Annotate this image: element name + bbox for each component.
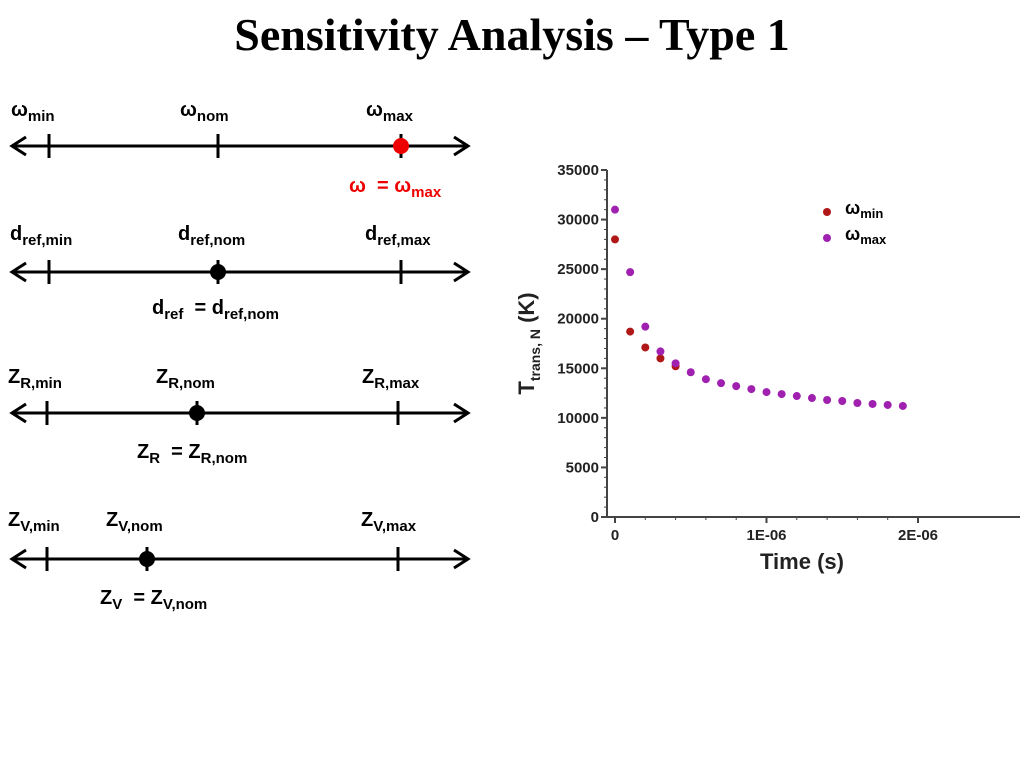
- dref-label-nom: dref,nom: [178, 223, 246, 249]
- dref-left-arrow: [9, 261, 27, 283]
- dref-label-min: dref,min: [10, 223, 73, 249]
- series-max-point: [823, 396, 832, 405]
- series-max-point: [701, 375, 710, 384]
- series-max-point: [777, 390, 786, 399]
- zv-selected-point: [139, 551, 155, 567]
- zv-label-max: ZV,max: [361, 509, 417, 535]
- zr-equation: ZR = ZR,nom: [137, 441, 248, 467]
- chart-canvas: 0 5000 10000 15000 20000 25000 30000 35000 0 1E-0…: [514, 162, 1020, 574]
- series-max-point: [853, 398, 862, 407]
- zr-label-max: ZR,max: [362, 366, 420, 392]
- series-max-point: [671, 359, 680, 368]
- x-tick-label: 2E-06: [898, 527, 938, 544]
- x-axis-title: Time (s): [760, 549, 844, 574]
- zr-right-arrow: [453, 402, 471, 424]
- series-max-point: [868, 399, 877, 408]
- series-max-point: [626, 268, 635, 277]
- zr-left-arrow: [9, 402, 27, 424]
- dref-selected-point: [210, 264, 226, 280]
- series-max-point: [732, 382, 741, 391]
- zv-label-nom: ZV,nom: [106, 509, 163, 535]
- series-max-point: [898, 401, 907, 410]
- legend-label-max: ωmax: [845, 224, 887, 247]
- series-max-point: [883, 400, 892, 409]
- series-max-point: [656, 347, 665, 356]
- slide-title: Sensitivity Analysis – Type 1: [234, 9, 790, 60]
- y-tick-label: 10000: [557, 410, 599, 427]
- omega-selected-point: [393, 138, 409, 154]
- legend-marker-min: [823, 208, 831, 216]
- y-tick-label: 35000: [557, 162, 599, 179]
- temperature-chart: 0 5000 10000 15000 20000 25000 30000 35000 0 1E-0…: [500, 150, 1024, 590]
- y-axis-title: Ttrans, N (K): [514, 292, 543, 394]
- omega-label-min: ωmin: [11, 99, 55, 125]
- series-min-point: [611, 235, 619, 244]
- y-tick-label: 0: [591, 509, 599, 526]
- zr-selected-point: [189, 405, 205, 421]
- omega-label-max: ωmax: [366, 99, 413, 125]
- series-max-point: [641, 322, 650, 331]
- series-max-point: [747, 385, 756, 394]
- zv-right-arrow: [453, 548, 471, 570]
- series-max-point: [762, 388, 771, 397]
- omega-label-nom: ωnom: [180, 99, 229, 125]
- series-max-point: [792, 392, 801, 401]
- omega-right-arrow: [453, 135, 471, 157]
- zv-label-min: ZV,min: [8, 509, 60, 535]
- omega-left-arrow: [9, 135, 27, 157]
- series-max-point: [807, 394, 816, 403]
- x-tick-label: 0: [611, 527, 619, 544]
- legend-marker-max: [823, 234, 831, 242]
- series-max-point: [838, 397, 847, 406]
- y-tick-label: 15000: [557, 360, 599, 377]
- x-tick-label: 1E-06: [746, 527, 786, 544]
- omega-equation: ω = ωmax: [349, 175, 442, 201]
- zv-left-arrow: [9, 548, 27, 570]
- series-min-point: [656, 354, 665, 363]
- zr-label-nom: ZR,nom: [156, 366, 215, 392]
- y-tick-label: 20000: [557, 311, 599, 328]
- zr-label-min: ZR,min: [8, 366, 62, 392]
- series-min-point: [641, 343, 650, 352]
- dref-label-max: dref,max: [365, 223, 431, 249]
- y-tick-label: 30000: [557, 212, 599, 229]
- zv-equation: ZV = ZV,nom: [100, 587, 208, 613]
- series-max-point: [717, 379, 726, 388]
- series-max-point: [686, 368, 695, 377]
- legend-label-min: ωmin: [845, 198, 884, 221]
- series-max-point: [611, 205, 619, 214]
- dref-right-arrow: [453, 261, 471, 283]
- series-min-point: [626, 327, 635, 336]
- y-tick-label: 5000: [566, 459, 599, 476]
- y-tick-label: 25000: [557, 261, 599, 278]
- dref-equation: dref = dref,nom: [152, 297, 279, 323]
